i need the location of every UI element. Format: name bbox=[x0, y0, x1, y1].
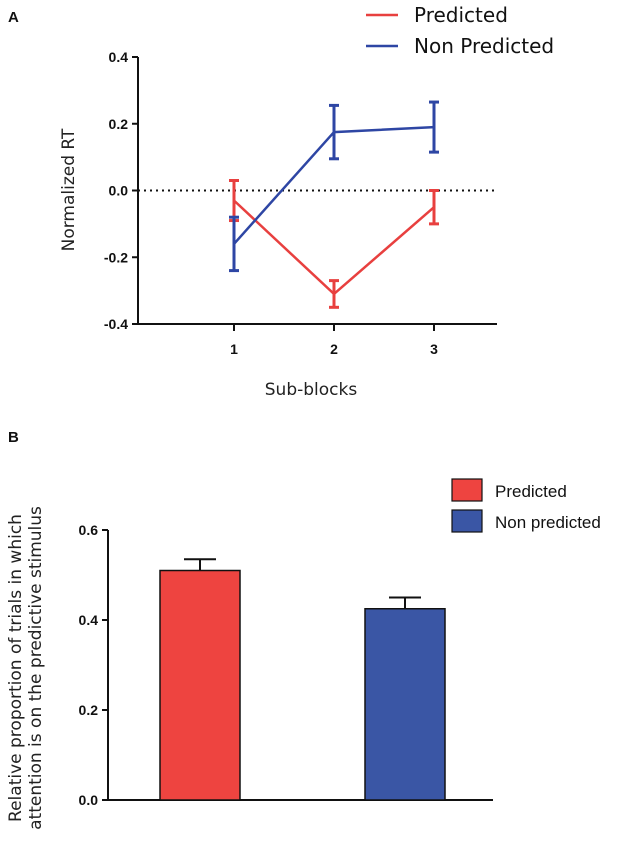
legend-label-predicted: Predicted bbox=[495, 482, 567, 501]
panel-a-y-tick-label: 0.0 bbox=[109, 183, 129, 199]
panel-a-y-tick-label: -0.4 bbox=[104, 316, 128, 332]
panel-a-y-ticks: 0.4 0.2 0.0 -0.2 -0.4 bbox=[104, 49, 138, 332]
legend-swatch-predicted bbox=[451, 478, 483, 502]
data-point-predicted bbox=[332, 292, 336, 296]
panel-b-legend: Predicted Non predicted bbox=[451, 478, 601, 533]
legend-label-non-predicted: Non Predicted bbox=[414, 34, 554, 58]
data-point-non-predicted bbox=[232, 242, 236, 246]
panel-a-line-chart: A 0.4 0.2 0.0 -0.2 -0.4 1 2 3 Normalized RT Su… bbox=[8, 3, 554, 400]
bar-non-predicted bbox=[364, 608, 446, 801]
legend-swatch-non-predicted bbox=[451, 509, 483, 533]
panel-a-x-ticks: 1 2 3 bbox=[230, 324, 438, 357]
panel-a-legend: Predicted Non Predicted bbox=[366, 3, 554, 58]
panel-a-y-tick-label: -0.2 bbox=[104, 249, 128, 265]
panel-a-x-tick-label: 1 bbox=[230, 341, 238, 357]
panel-a-x-tick-label: 3 bbox=[430, 341, 438, 357]
panel-a-series bbox=[229, 100, 439, 309]
panel-a-x-tick-label: 2 bbox=[330, 341, 338, 357]
legend-label-predicted: Predicted bbox=[414, 3, 508, 27]
legend-label-non-predicted: Non predicted bbox=[495, 513, 601, 532]
bar-predicted bbox=[159, 569, 241, 801]
panel-a-x-axis-title: Sub-blocks bbox=[265, 380, 358, 400]
panel-b-y-tick-label: 0.0 bbox=[79, 792, 99, 808]
data-point-predicted bbox=[232, 199, 236, 203]
panel-b-y-tick-label: 0.4 bbox=[79, 612, 99, 628]
panel-b-bar-chart: B 0.6 0.4 0.2 0.0 Relative proportion of tr… bbox=[6, 429, 601, 830]
panel-b-bars bbox=[159, 558, 446, 801]
panel-a-label: A bbox=[8, 9, 19, 26]
panel-a-y-axis-title: Normalized RT bbox=[59, 128, 79, 251]
panel-b-y-axis-title-line2: attention is on the predictive stimulus bbox=[26, 506, 46, 830]
panel-b-y-axis-title-line1: Relative proportion of trials in which bbox=[6, 514, 26, 822]
panel-a-y-tick-label: 0.4 bbox=[109, 49, 129, 65]
panel-b-y-tick-label: 0.6 bbox=[79, 522, 99, 538]
panel-a-y-tick-label: 0.2 bbox=[109, 116, 129, 132]
panel-b-y-tick-label: 0.2 bbox=[79, 702, 99, 718]
data-point-predicted bbox=[432, 205, 436, 209]
data-point-non-predicted bbox=[332, 130, 336, 134]
panel-b-y-ticks: 0.6 0.4 0.2 0.0 bbox=[79, 522, 108, 808]
panel-b-label: B bbox=[8, 429, 19, 446]
data-point-non-predicted bbox=[432, 125, 436, 129]
